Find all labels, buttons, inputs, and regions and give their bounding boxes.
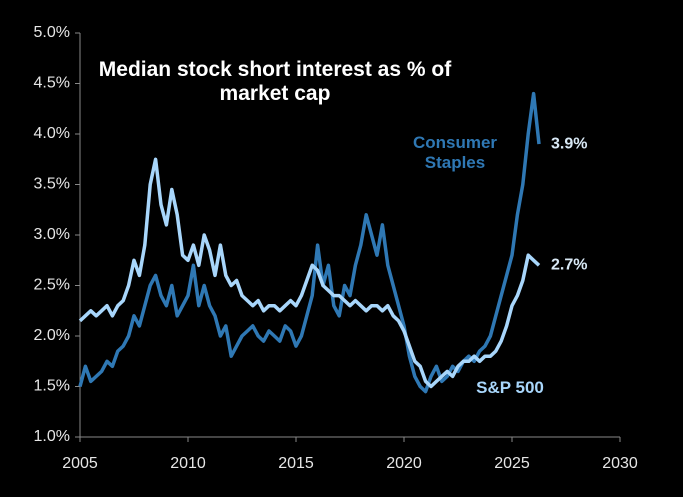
y-tick-label: 5.0%: [34, 24, 70, 41]
x-tick-label: 2025: [494, 455, 530, 472]
x-tick-label: 2020: [386, 455, 422, 472]
end-value-label: 3.9%: [551, 135, 587, 152]
y-tick-label: 1.0%: [34, 428, 70, 445]
series-label: Consumer Staples: [412, 133, 498, 172]
chart-title: Median stock short interest as % of mark…: [98, 58, 452, 106]
series-label: S&P 500: [476, 378, 544, 397]
y-tick-label: 4.5%: [34, 75, 70, 92]
y-tick-label: 1.5%: [34, 378, 70, 395]
x-tick-label: 2010: [170, 455, 206, 472]
x-tick-label: 2015: [278, 455, 314, 472]
end-value-label: 2.7%: [551, 257, 587, 274]
y-tick-label: 4.0%: [34, 125, 70, 142]
x-tick-label: 2005: [62, 455, 98, 472]
y-tick-label: 3.5%: [34, 176, 70, 193]
series-line: [78, 157, 541, 389]
y-tick-label: 2.0%: [34, 327, 70, 344]
x-tick-label: 2030: [602, 455, 638, 472]
y-tick-label: 2.5%: [34, 277, 70, 294]
y-tick-label: 3.0%: [34, 226, 70, 243]
